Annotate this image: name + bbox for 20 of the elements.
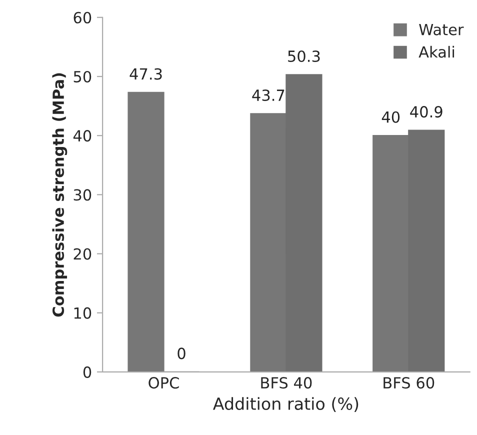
legend-label: Akali: [418, 46, 454, 58]
data-label: 0: [178, 348, 186, 360]
y-tick-label: 50: [74, 70, 92, 83]
data-label: 50.3: [288, 50, 320, 62]
legend-label: Water: [419, 24, 464, 36]
x-tick-label: OPC: [148, 377, 179, 389]
y-tick-label: 40: [73, 130, 92, 142]
x-tick-label: BFS 60: [384, 377, 434, 389]
y-tick-label: 0: [83, 366, 92, 378]
y-tick-label: 30: [74, 189, 92, 201]
data-label: 43.7: [252, 89, 284, 102]
data-label: 47.3: [130, 68, 162, 80]
y-tick-label: 10: [74, 307, 92, 319]
x-axis-title: Addition ratio (%): [212, 397, 358, 412]
data-label: 40.9: [410, 106, 442, 118]
data-label: 40: [382, 111, 400, 123]
y-tick-label: 60: [74, 12, 92, 24]
y-tick-label: 20: [74, 248, 92, 260]
y-axis-title: Compressive strength (MPa): [52, 73, 68, 317]
x-tick-label: BFS 40: [261, 377, 312, 389]
